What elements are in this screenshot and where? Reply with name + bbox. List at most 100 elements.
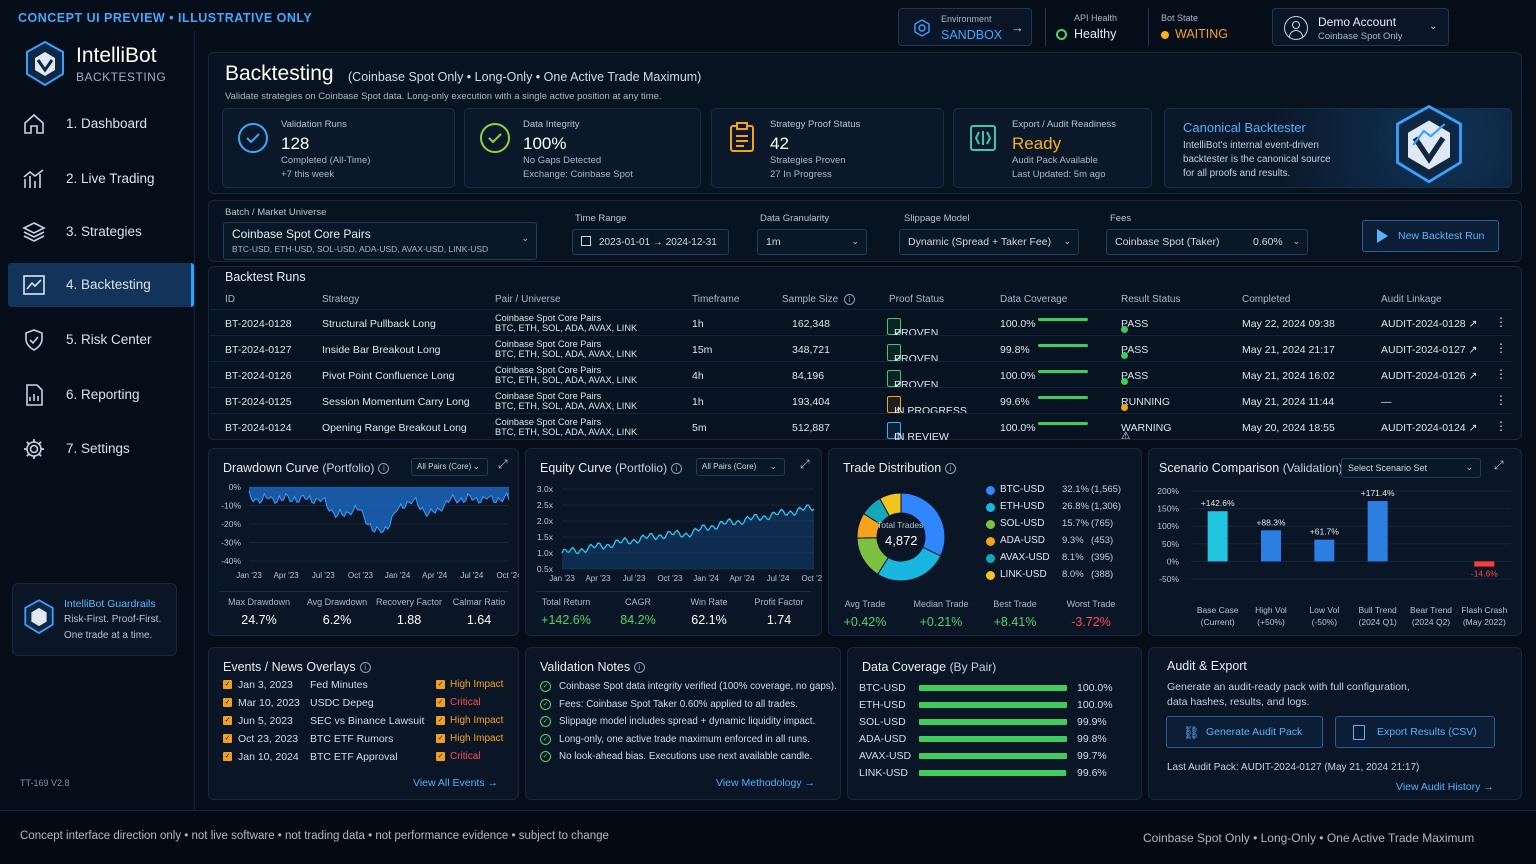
export-results-csv-button[interactable]: Export Results (CSV) xyxy=(1335,716,1495,748)
drawdown-select[interactable]: All Pairs (Core) ⌄ xyxy=(411,458,488,476)
table-row[interactable]: BT-2024-0126 Pivot Point Confluence Long C… xyxy=(210,361,1512,391)
impact-checkbox[interactable]: ✓ xyxy=(436,734,445,743)
legend-pair: ETH-USD xyxy=(1000,501,1045,512)
event-checkbox[interactable]: ✓ xyxy=(223,698,232,707)
view-audit-history-link[interactable]: View Audit History → xyxy=(1396,781,1494,793)
event-checkbox[interactable]: ✓ xyxy=(223,716,232,725)
scenario-bar xyxy=(1207,511,1228,562)
batch-select[interactable]: Coinbase Spot Core Pairs BTC-USD, ETH-US… xyxy=(223,222,537,260)
proof-status-text: PROVEN xyxy=(894,379,939,391)
y-tick-label: 200% xyxy=(1157,486,1179,496)
metric: Calmar Ratio 1.64 xyxy=(439,597,519,627)
expand-icon[interactable]: ⤢ xyxy=(800,457,810,471)
metric-value: 24.7% xyxy=(241,613,277,627)
sidebar xyxy=(0,30,195,810)
fees-pct: 0.60% xyxy=(1253,236,1283,248)
canonical-text: backtester is the canonical source xyxy=(1183,154,1331,165)
y-tick-label: 0% xyxy=(1167,556,1180,566)
run-sample-size: 512,887 xyxy=(792,422,830,434)
run-completed: May 21, 2024 11:44 xyxy=(1242,396,1335,408)
warning-icon: ⚠ xyxy=(1121,430,1131,442)
sidebar-item-live-trading[interactable]: 2. Live Trading xyxy=(8,157,194,201)
fees-select[interactable]: Coinbase Spot (Taker) 0.60% ⌄ xyxy=(1106,229,1308,255)
universe-pairs: BTC, ETH, SOL, ADA, AVAX, LINK xyxy=(495,375,638,385)
expand-icon[interactable]: ⤢ xyxy=(1494,458,1504,472)
preview-banner: CONCEPT UI PREVIEW • ILLUSTRATIVE ONLY xyxy=(18,11,313,25)
x-tick-label: Flash Crash xyxy=(1461,605,1507,615)
generate-audit-pack-button[interactable]: ⛓ Generate Audit Pack xyxy=(1166,716,1323,748)
legend-dot-icon xyxy=(986,537,995,546)
event-checkbox[interactable]: ✓ xyxy=(223,680,232,689)
guardrails-box: IntelliBot Guardrails Risk-First. Proof-… xyxy=(12,583,177,656)
shield-icon xyxy=(25,329,43,351)
run-coverage: 100.0% xyxy=(1000,370,1036,382)
account-name: Demo Account xyxy=(1318,15,1397,29)
row-menu-icon[interactable]: ⋮ xyxy=(1495,315,1507,329)
coverage-pair: BTC-USD xyxy=(859,682,906,694)
new-backtest-run-button[interactable]: New Backtest Run xyxy=(1362,220,1499,252)
audit-link[interactable]: AUDIT-2024-0124 ↗ xyxy=(1381,422,1477,434)
environment-value: SANDBOX xyxy=(941,28,1003,42)
metric-label: Win Rate xyxy=(690,597,728,607)
slippage-select[interactable]: Dynamic (Spread + Taker Fee) ⌄ xyxy=(899,229,1079,255)
expand-icon[interactable]: ⤢ xyxy=(498,457,508,471)
y-tick-label: 100% xyxy=(1157,521,1179,531)
row-menu-icon[interactable]: ⋮ xyxy=(1495,419,1507,433)
card-sub: +7 this week xyxy=(281,169,335,180)
time-range-input[interactable]: 2023-01-01 → 2024-12-31 xyxy=(572,229,729,255)
impact-checkbox[interactable]: ✓ xyxy=(436,716,445,725)
equity-title: Equity Curve (Portfolio) i xyxy=(540,461,683,475)
equity-select[interactable]: All Pairs (Core) ⌄ xyxy=(696,458,785,476)
batch-value: Coinbase Spot Core Pairs xyxy=(232,227,371,241)
table-row[interactable]: BT-2024-0127 Inside Bar Breakout Long Coin… xyxy=(210,335,1512,365)
view-all-events-link[interactable]: View All Events → xyxy=(413,777,499,789)
event-checkbox[interactable]: ✓ xyxy=(223,734,232,743)
validation-note: Fees: Coinbase Spot Taker 0.60% applied … xyxy=(559,698,798,710)
sidebar-item-settings[interactable]: 7. Settings xyxy=(8,427,194,471)
account-menu[interactable]: Demo Account Coinbase Spot Only ⌄ xyxy=(1272,8,1449,46)
table-row[interactable]: BT-2024-0124 Opening Range Breakout Long C… xyxy=(210,413,1512,443)
row-menu-icon[interactable]: ⋮ xyxy=(1495,341,1507,355)
granularity-select[interactable]: 1m ⌄ xyxy=(757,229,867,255)
audit-link[interactable]: AUDIT-2024-0127 ↗ xyxy=(1381,344,1477,356)
sidebar-item-strategies[interactable]: 3. Strategies xyxy=(8,210,194,254)
sidebar-item-risk-center[interactable]: 5. Risk Center xyxy=(8,318,194,362)
result-status-text: PASS xyxy=(1121,318,1149,330)
event-impact: High Impact xyxy=(450,733,504,744)
card-strategy-proof: Strategy Proof Status 42 Strategies Prov… xyxy=(711,108,944,188)
legend-count: (1,306) xyxy=(1091,501,1122,512)
x-tick-label: Apr '23 xyxy=(585,574,611,583)
sidebar-item-dashboard[interactable]: 1. Dashboard xyxy=(8,102,194,146)
bar-value-label: +142.6% xyxy=(1201,498,1235,508)
scenario-select[interactable]: Select Scenario Set ⌄ xyxy=(1341,458,1481,478)
batch-label: Batch / Market Universe xyxy=(225,207,327,218)
sidebar-item-backtesting[interactable]: 4. Backtesting xyxy=(8,263,194,307)
impact-checkbox[interactable]: ✓ xyxy=(436,698,445,707)
layers-icon xyxy=(22,222,46,242)
impact-checkbox[interactable]: ✓ xyxy=(436,680,445,689)
footer-constraints: Coinbase Spot Only • Long-Only • One Act… xyxy=(1143,831,1475,845)
proof-status-icon: ✓ xyxy=(894,353,903,365)
row-menu-icon[interactable]: ⋮ xyxy=(1495,367,1507,381)
event-checkbox[interactable]: ✓ xyxy=(223,752,232,761)
metric: Profit Factor 1.74 xyxy=(739,597,819,627)
universe-name: Coinbase Spot Core Pairs xyxy=(495,391,602,401)
row-menu-icon[interactable]: ⋮ xyxy=(1495,393,1507,407)
sidebar-item-reporting[interactable]: 6. Reporting xyxy=(8,373,194,417)
coverage-pct: 100.0% xyxy=(1077,682,1113,694)
audit-link[interactable]: AUDIT-2024-0126 ↗ xyxy=(1381,370,1477,382)
audit-link[interactable]: AUDIT-2024-0128 ↗ xyxy=(1381,318,1477,330)
table-row[interactable]: BT-2024-0128 Structural Pullback Long Coin… xyxy=(210,309,1512,339)
environment-selector[interactable]: Environment SANDBOX → xyxy=(898,8,1032,46)
view-methodology-link[interactable]: View Methodology → xyxy=(716,777,816,789)
sidebar-item-label: 7. Settings xyxy=(66,441,130,456)
drawdown-panel: Drawdown Curve (Portfolio) i All Pairs (C… xyxy=(208,448,519,636)
bot-state-label: Bot State xyxy=(1161,13,1199,23)
impact-checkbox[interactable]: ✓ xyxy=(436,752,445,761)
legend-pair: SOL-USD xyxy=(1000,518,1045,529)
table-row[interactable]: BT-2024-0125 Session Momentum Carry Long C… xyxy=(210,387,1512,417)
check-circle-icon: ✓ xyxy=(540,698,551,710)
result-status: PASS xyxy=(1121,344,1148,359)
event-impact: Critical xyxy=(450,751,481,762)
